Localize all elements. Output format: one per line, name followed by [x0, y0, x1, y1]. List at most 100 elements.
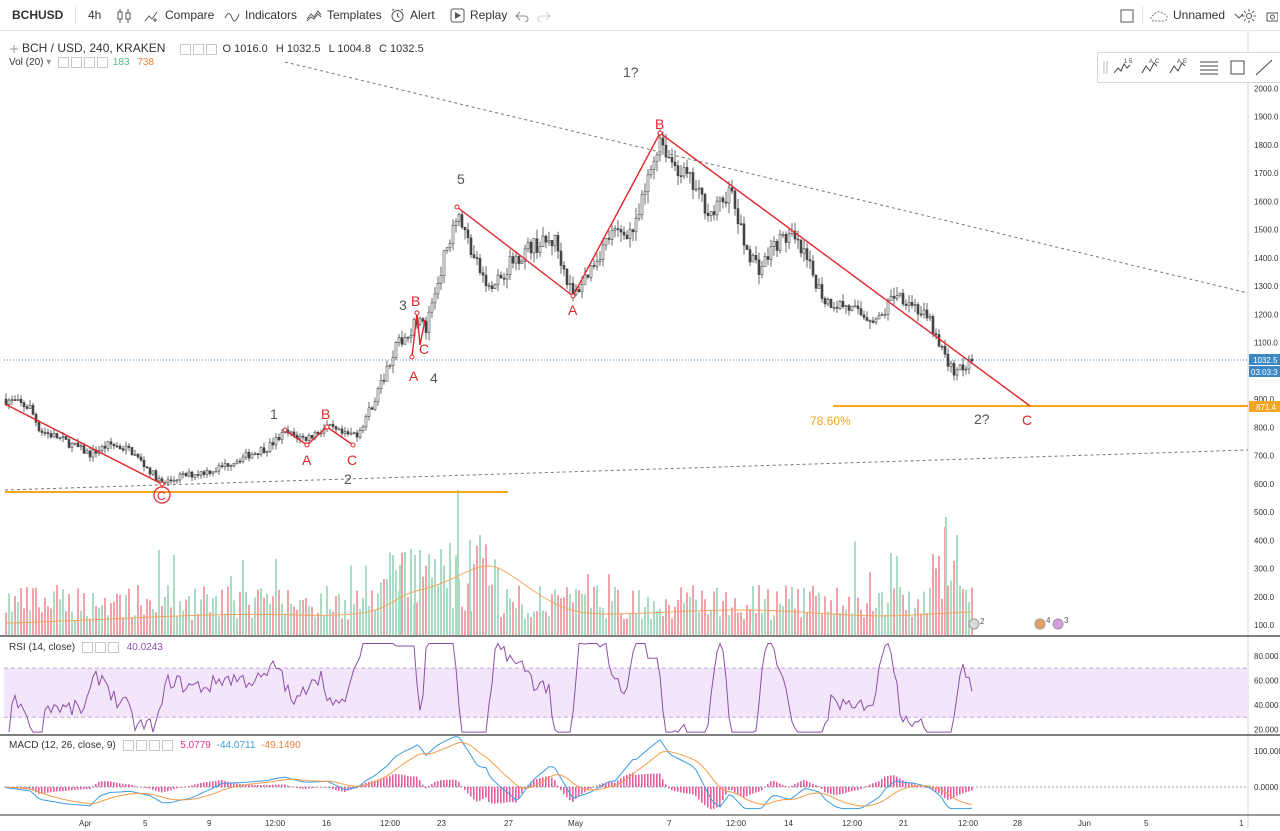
- candle-down: [916, 304, 920, 315]
- legend-settings-icon[interactable]: [193, 43, 205, 55]
- macd-histogram-bar: [371, 781, 373, 787]
- legend-close-icon[interactable]: [161, 740, 173, 751]
- legend-close-icon[interactable]: [107, 642, 119, 653]
- trend-line-icon[interactable]: [1255, 59, 1273, 76]
- volume-bar-down: [77, 588, 79, 635]
- volume-bar-down: [911, 616, 913, 635]
- camera-button[interactable]: [1266, 0, 1279, 30]
- bar-style-button[interactable]: [117, 0, 136, 30]
- elliott-impulse-icon[interactable]: [1113, 63, 1131, 74]
- legend-eye-icon[interactable]: [58, 57, 70, 68]
- legend-settings-icon[interactable]: [71, 57, 83, 68]
- line-style-icon[interactable]: [1200, 61, 1218, 75]
- candle-down: [571, 282, 575, 296]
- collapse-icon[interactable]: [9, 44, 19, 54]
- candle-up: [427, 311, 431, 333]
- volume-bar-up: [683, 602, 685, 635]
- time-tick: 21: [899, 819, 908, 828]
- volume-bar-down: [869, 571, 871, 635]
- macd-histogram-bar: [824, 787, 826, 793]
- candle-down: [733, 190, 737, 209]
- fullscreen-button[interactable]: [1120, 0, 1134, 30]
- macd-histogram-bar: [473, 787, 475, 800]
- candle-down: [919, 313, 923, 316]
- legend-add-icon[interactable]: [148, 740, 160, 751]
- elliott-triangle-icon[interactable]: [1169, 62, 1186, 74]
- wave-4-label: 4: [430, 370, 438, 386]
- wave-b-label: B: [655, 116, 664, 132]
- interval-button[interactable]: 4h: [88, 8, 102, 22]
- templates-button[interactable]: Templates: [306, 0, 382, 30]
- legend-more-icon[interactable]: [206, 43, 218, 55]
- macd-histogram-bar: [662, 779, 664, 787]
- candle-up: [28, 404, 32, 409]
- volume-bar-down: [248, 604, 250, 635]
- candle-down: [499, 274, 503, 279]
- volume-bar-up: [8, 593, 10, 635]
- volume-bar-down: [32, 588, 34, 635]
- volume-bar-up: [614, 586, 616, 635]
- compare-button[interactable]: Compare: [144, 0, 214, 30]
- elliott-correction-icon[interactable]: [1141, 62, 1158, 74]
- alert-button[interactable]: Alert: [390, 0, 435, 30]
- candle-down: [814, 274, 818, 289]
- volume-bar-up: [575, 589, 577, 635]
- drag-handle-icon[interactable]: [1103, 61, 1108, 74]
- candle-down: [34, 413, 38, 423]
- volume-bar-up: [569, 594, 571, 635]
- replay-button[interactable]: Replay: [450, 0, 507, 30]
- candle-up: [172, 479, 176, 482]
- volume-bar-up: [782, 605, 784, 635]
- symbol-legend[interactable]: BCH / USD, 240, KRAKEN: [22, 41, 166, 55]
- macd-histogram-bar: [722, 787, 724, 801]
- candle-down: [346, 431, 350, 435]
- candle-down: [43, 432, 47, 434]
- chart-area[interactable]: 2000.0 1900.0 1800.0 1700.0 1600.0 1500.0 1400…: [0, 31, 1280, 828]
- volume-bar-down: [35, 587, 37, 635]
- legend-settings-icon[interactable]: [135, 740, 147, 751]
- candle-down: [871, 320, 875, 323]
- cloud-icon: [1150, 10, 1168, 22]
- candle-down: [421, 318, 425, 322]
- fib-label: 78.60%: [810, 414, 851, 428]
- redo-button[interactable]: [537, 0, 551, 30]
- legend-add-icon[interactable]: [84, 57, 96, 68]
- volume-label[interactable]: Vol (20): [9, 57, 44, 69]
- volume-bar-up: [419, 549, 421, 635]
- candle-down: [622, 231, 626, 236]
- macd-histogram-bar: [677, 787, 679, 792]
- volume-bar-up: [479, 535, 481, 635]
- macd-histogram-bar: [314, 787, 316, 788]
- symbol-search[interactable]: BCHUSD: [12, 8, 64, 22]
- volume-bar-up: [945, 517, 947, 635]
- legend-close-icon[interactable]: [97, 57, 109, 68]
- legend-eye-icon[interactable]: [122, 740, 134, 751]
- macd-label[interactable]: MACD (12, 26, close, 9): [9, 740, 116, 752]
- layout-menu[interactable]: Unnamed: [1150, 0, 1244, 30]
- select-box-icon[interactable]: [1230, 60, 1245, 75]
- candle-down: [706, 212, 710, 217]
- macd-histogram-bar: [323, 787, 325, 788]
- settings-button[interactable]: [1241, 0, 1257, 30]
- indicators-button[interactable]: Indicators: [224, 0, 297, 30]
- rsi-label[interactable]: RSI (14, close): [9, 642, 76, 654]
- candle-up: [694, 188, 698, 191]
- main-legend: BCH / USD, 240, KRAKEN O 1016.0 H 1032.5…: [9, 41, 424, 55]
- volume-bar-down: [287, 590, 289, 635]
- macd-histogram-bar: [485, 787, 487, 798]
- legend-settings-icon[interactable]: [94, 642, 106, 653]
- chart-canvas[interactable]: 2000.01900.01800.01700.01600.01500.01400…: [0, 31, 1280, 828]
- volume-bar-up: [818, 592, 820, 635]
- macd-histogram-bar: [98, 781, 100, 787]
- undo-button[interactable]: [515, 0, 529, 30]
- legend-eye-icon[interactable]: [81, 642, 93, 653]
- volume-bar-down: [953, 560, 955, 635]
- candle-down: [46, 432, 50, 434]
- macd-histogram-bar: [335, 787, 337, 791]
- wave-2-label: 2: [344, 471, 352, 487]
- candle-down: [952, 362, 956, 376]
- legend-eye-icon[interactable]: [180, 43, 192, 55]
- chevron-down-icon[interactable]: ▾: [46, 57, 52, 69]
- volume-bar-up: [959, 585, 961, 635]
- candle-down: [805, 248, 809, 260]
